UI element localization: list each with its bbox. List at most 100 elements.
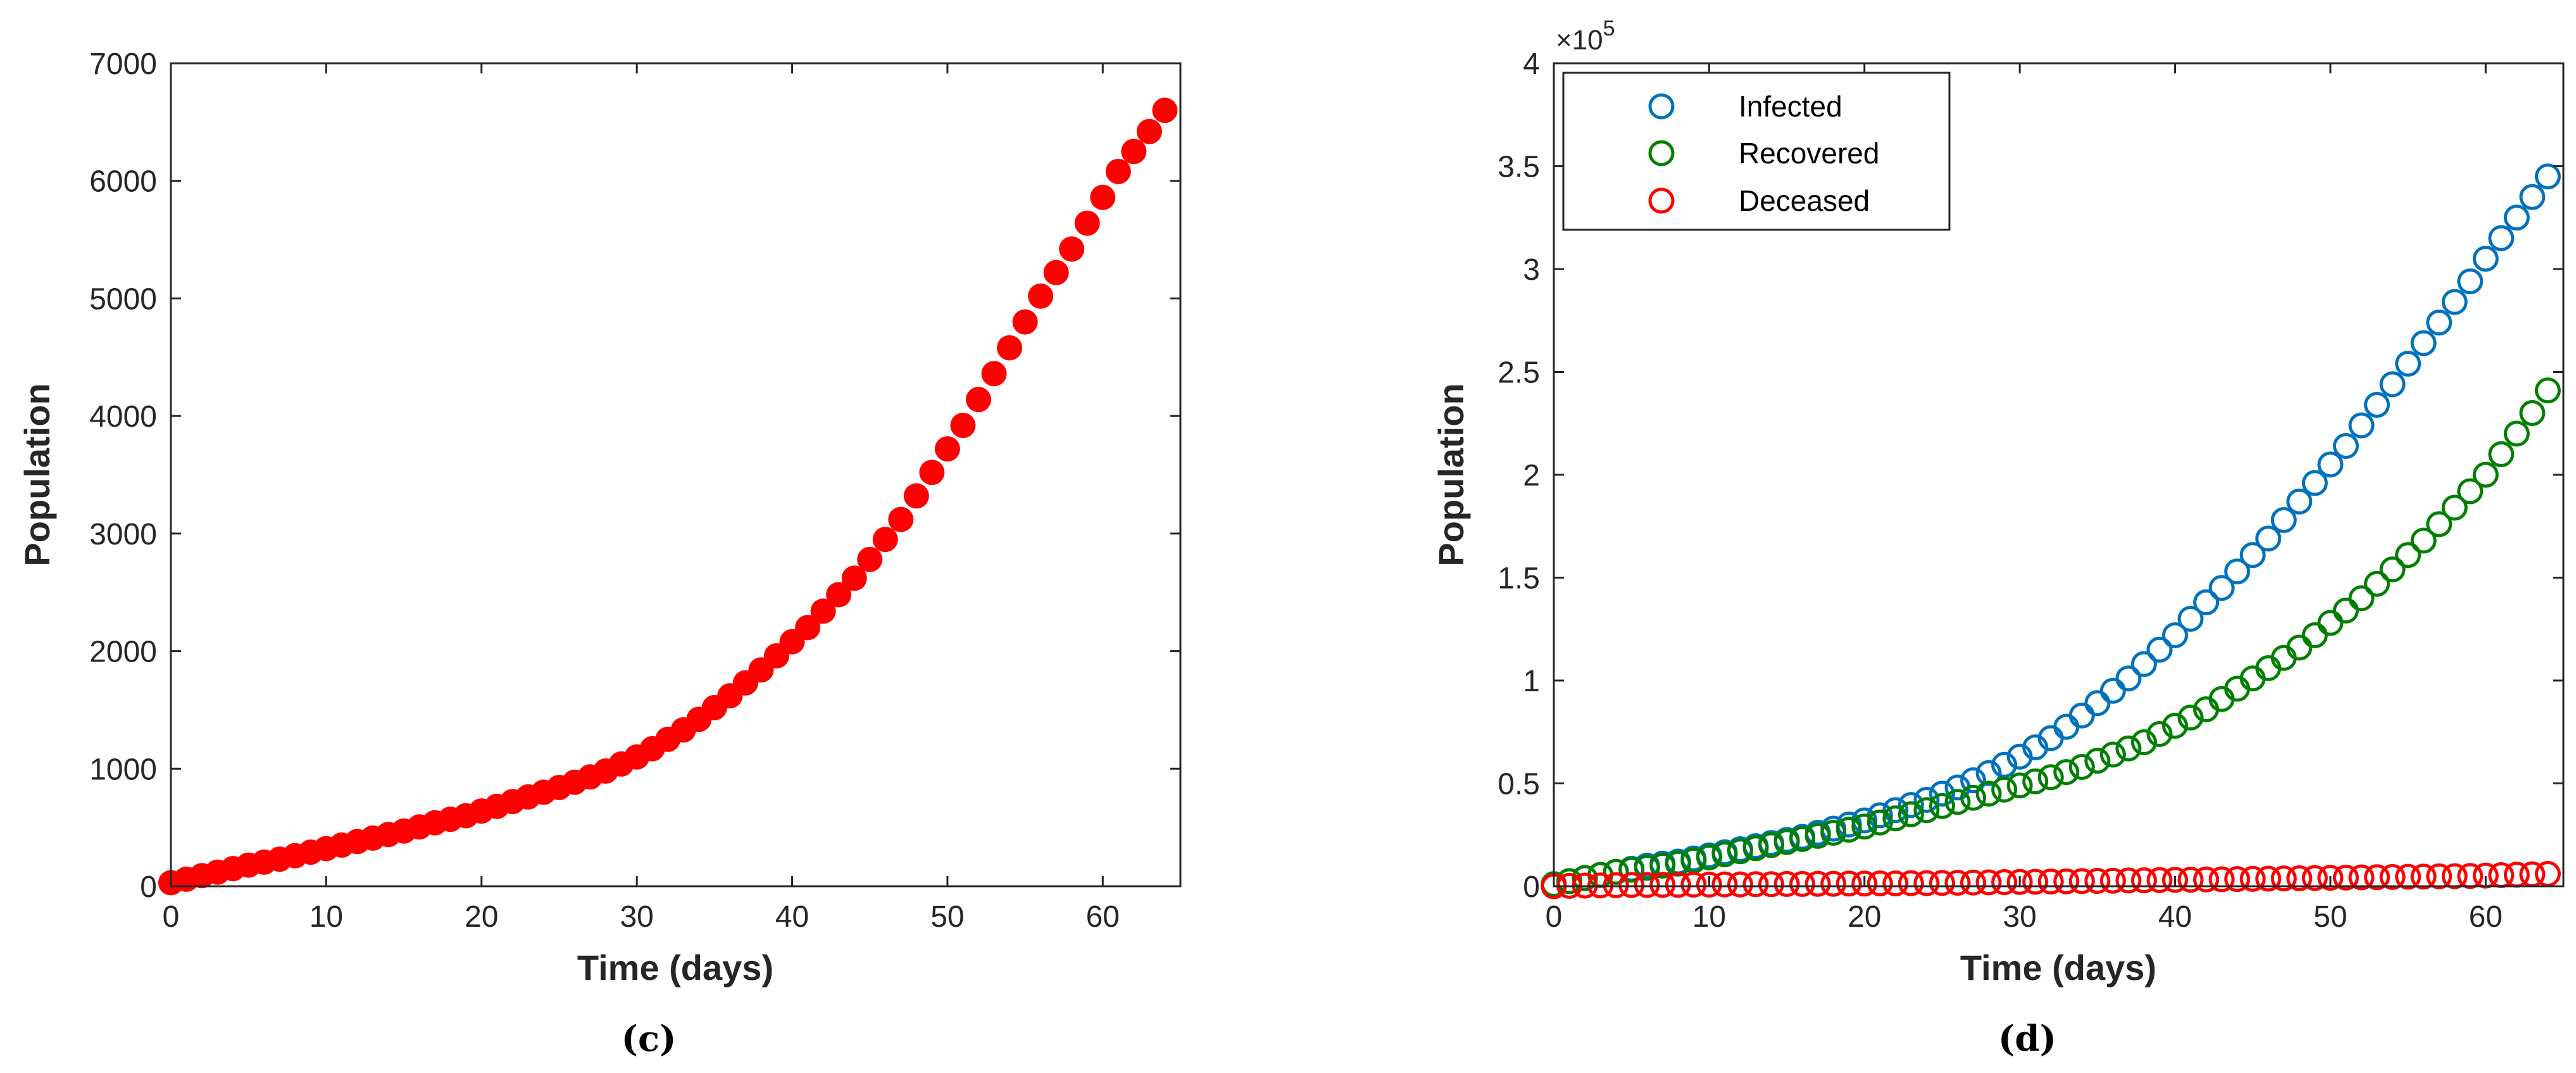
- data-point-deceased: [1944, 869, 1971, 896]
- data-point-deceased: [1835, 870, 1862, 897]
- data-point-infected: [2115, 665, 2142, 692]
- data-point-deceased: [1913, 870, 1940, 896]
- data-point-recovered: [2099, 741, 2126, 768]
- data-point-recovered: [2410, 527, 2437, 554]
- data-point-infected: [2193, 589, 2220, 615]
- data-point-deceased: [2099, 867, 2126, 894]
- data-point-deceased: [1866, 870, 1893, 896]
- data-point-recovered: [1603, 858, 1629, 885]
- legend-box: [1562, 72, 1951, 231]
- x-tick-label-d: 0: [1546, 900, 1563, 934]
- data-point-population: [1090, 184, 1116, 210]
- data-point-deceased: [1960, 869, 1987, 896]
- data-point-infected: [2084, 690, 2111, 717]
- data-point-infected: [2208, 575, 2235, 601]
- data-point-deceased: [2177, 867, 2204, 893]
- data-point-recovered: [1742, 835, 1769, 862]
- y-tick-label-d: 2: [1523, 459, 1540, 493]
- data-point-recovered: [2317, 610, 2344, 636]
- data-point-recovered: [1975, 781, 2002, 807]
- data-point-deceased: [2239, 865, 2266, 892]
- data-point-deceased: [1649, 872, 1676, 898]
- data-point-recovered: [2441, 494, 2468, 521]
- data-point-deceased: [1804, 870, 1831, 897]
- data-point-infected: [2488, 225, 2515, 251]
- data-point-infected: [2426, 310, 2453, 336]
- data-point-recovered: [1866, 809, 1893, 836]
- data-point-deceased: [1851, 870, 1878, 897]
- data-point-infected: [2099, 677, 2126, 704]
- data-point-infected: [2503, 204, 2530, 231]
- data-point-deceased: [2130, 867, 2157, 894]
- data-point-deceased: [1898, 870, 1924, 896]
- x-tick-label-c: 0: [163, 900, 180, 934]
- data-point-deceased: [2270, 865, 2297, 892]
- data-point-recovered: [1758, 832, 1785, 858]
- data-point-population: [872, 527, 898, 553]
- data-point-recovered: [2022, 768, 2049, 794]
- data-point-population: [1136, 118, 1162, 144]
- legend-label-recovered: Recovered: [1739, 137, 1879, 170]
- data-point-deceased: [2255, 865, 2282, 892]
- data-point-deceased: [2457, 863, 2484, 889]
- data-point-deceased: [1711, 871, 1738, 898]
- data-point-infected: [2068, 702, 2095, 729]
- data-point-recovered: [1618, 857, 1645, 883]
- data-point-recovered: [2053, 759, 2080, 786]
- data-point-recovered: [1960, 784, 1987, 811]
- data-point-infected: [2519, 184, 2546, 210]
- data-point-recovered: [1773, 829, 1800, 855]
- data-point-deceased: [2193, 866, 2220, 893]
- data-point-recovered: [1789, 825, 1816, 852]
- x-tick-label-c: 50: [930, 900, 964, 934]
- data-point-population: [795, 615, 821, 641]
- data-point-deceased: [1789, 870, 1816, 897]
- data-point-population: [966, 387, 991, 413]
- data-point-recovered: [2177, 705, 2204, 731]
- data-point-deceased: [1773, 870, 1800, 897]
- data-point-population: [1152, 97, 1178, 123]
- data-point-infected: [2441, 289, 2468, 315]
- y-tick-label-c: 4000: [89, 400, 157, 434]
- data-point-recovered: [2332, 598, 2359, 624]
- data-point-recovered: [2379, 556, 2406, 582]
- data-point-recovered: [1634, 855, 1660, 881]
- data-point-infected: [1929, 781, 1955, 807]
- data-point-population: [997, 335, 1023, 361]
- data-point-deceased: [1820, 870, 1847, 897]
- data-point-population: [1059, 236, 1085, 262]
- data-point-recovered: [2395, 542, 2422, 568]
- data-point-infected: [2332, 433, 2359, 459]
- series-population-c: [158, 97, 1178, 896]
- y-tick-label-c: 5000: [89, 282, 157, 316]
- data-point-deceased: [2053, 868, 2080, 894]
- data-point-deceased: [2379, 863, 2406, 890]
- y-tick-label-c: 0: [140, 870, 157, 904]
- data-point-infected: [2395, 351, 2422, 377]
- data-point-deceased: [2395, 863, 2422, 890]
- series-infected-d: [1541, 163, 2561, 898]
- data-point-recovered: [2037, 764, 2064, 791]
- data-point-infected: [1898, 792, 1924, 819]
- data-point-population: [826, 582, 852, 608]
- legend-label-infected: Infected: [1739, 90, 1842, 123]
- data-point-recovered: [1820, 820, 1847, 846]
- data-point-deceased: [2410, 863, 2437, 890]
- data-point-deceased: [2208, 866, 2235, 893]
- legend-label-deceased: Deceased: [1739, 184, 1870, 217]
- data-point-deceased: [2364, 864, 2391, 891]
- y-axis-multiplier: ×105: [1556, 16, 1615, 56]
- data-point-deceased: [2426, 863, 2453, 889]
- data-point-recovered: [2348, 585, 2375, 612]
- data-point-recovered: [2006, 772, 2033, 799]
- data-point-recovered: [1711, 841, 1738, 868]
- data-point-deceased: [2006, 869, 2033, 895]
- data-point-recovered: [1572, 865, 1598, 891]
- data-point-population: [1074, 210, 1100, 236]
- data-point-recovered: [1835, 817, 1862, 843]
- plot-frame-c: [170, 62, 1182, 888]
- series-recovered-d: [1541, 377, 2561, 898]
- data-point-recovered: [2503, 420, 2530, 447]
- data-point-infected: [2348, 412, 2375, 439]
- y-tick-label-c: 3000: [89, 518, 157, 551]
